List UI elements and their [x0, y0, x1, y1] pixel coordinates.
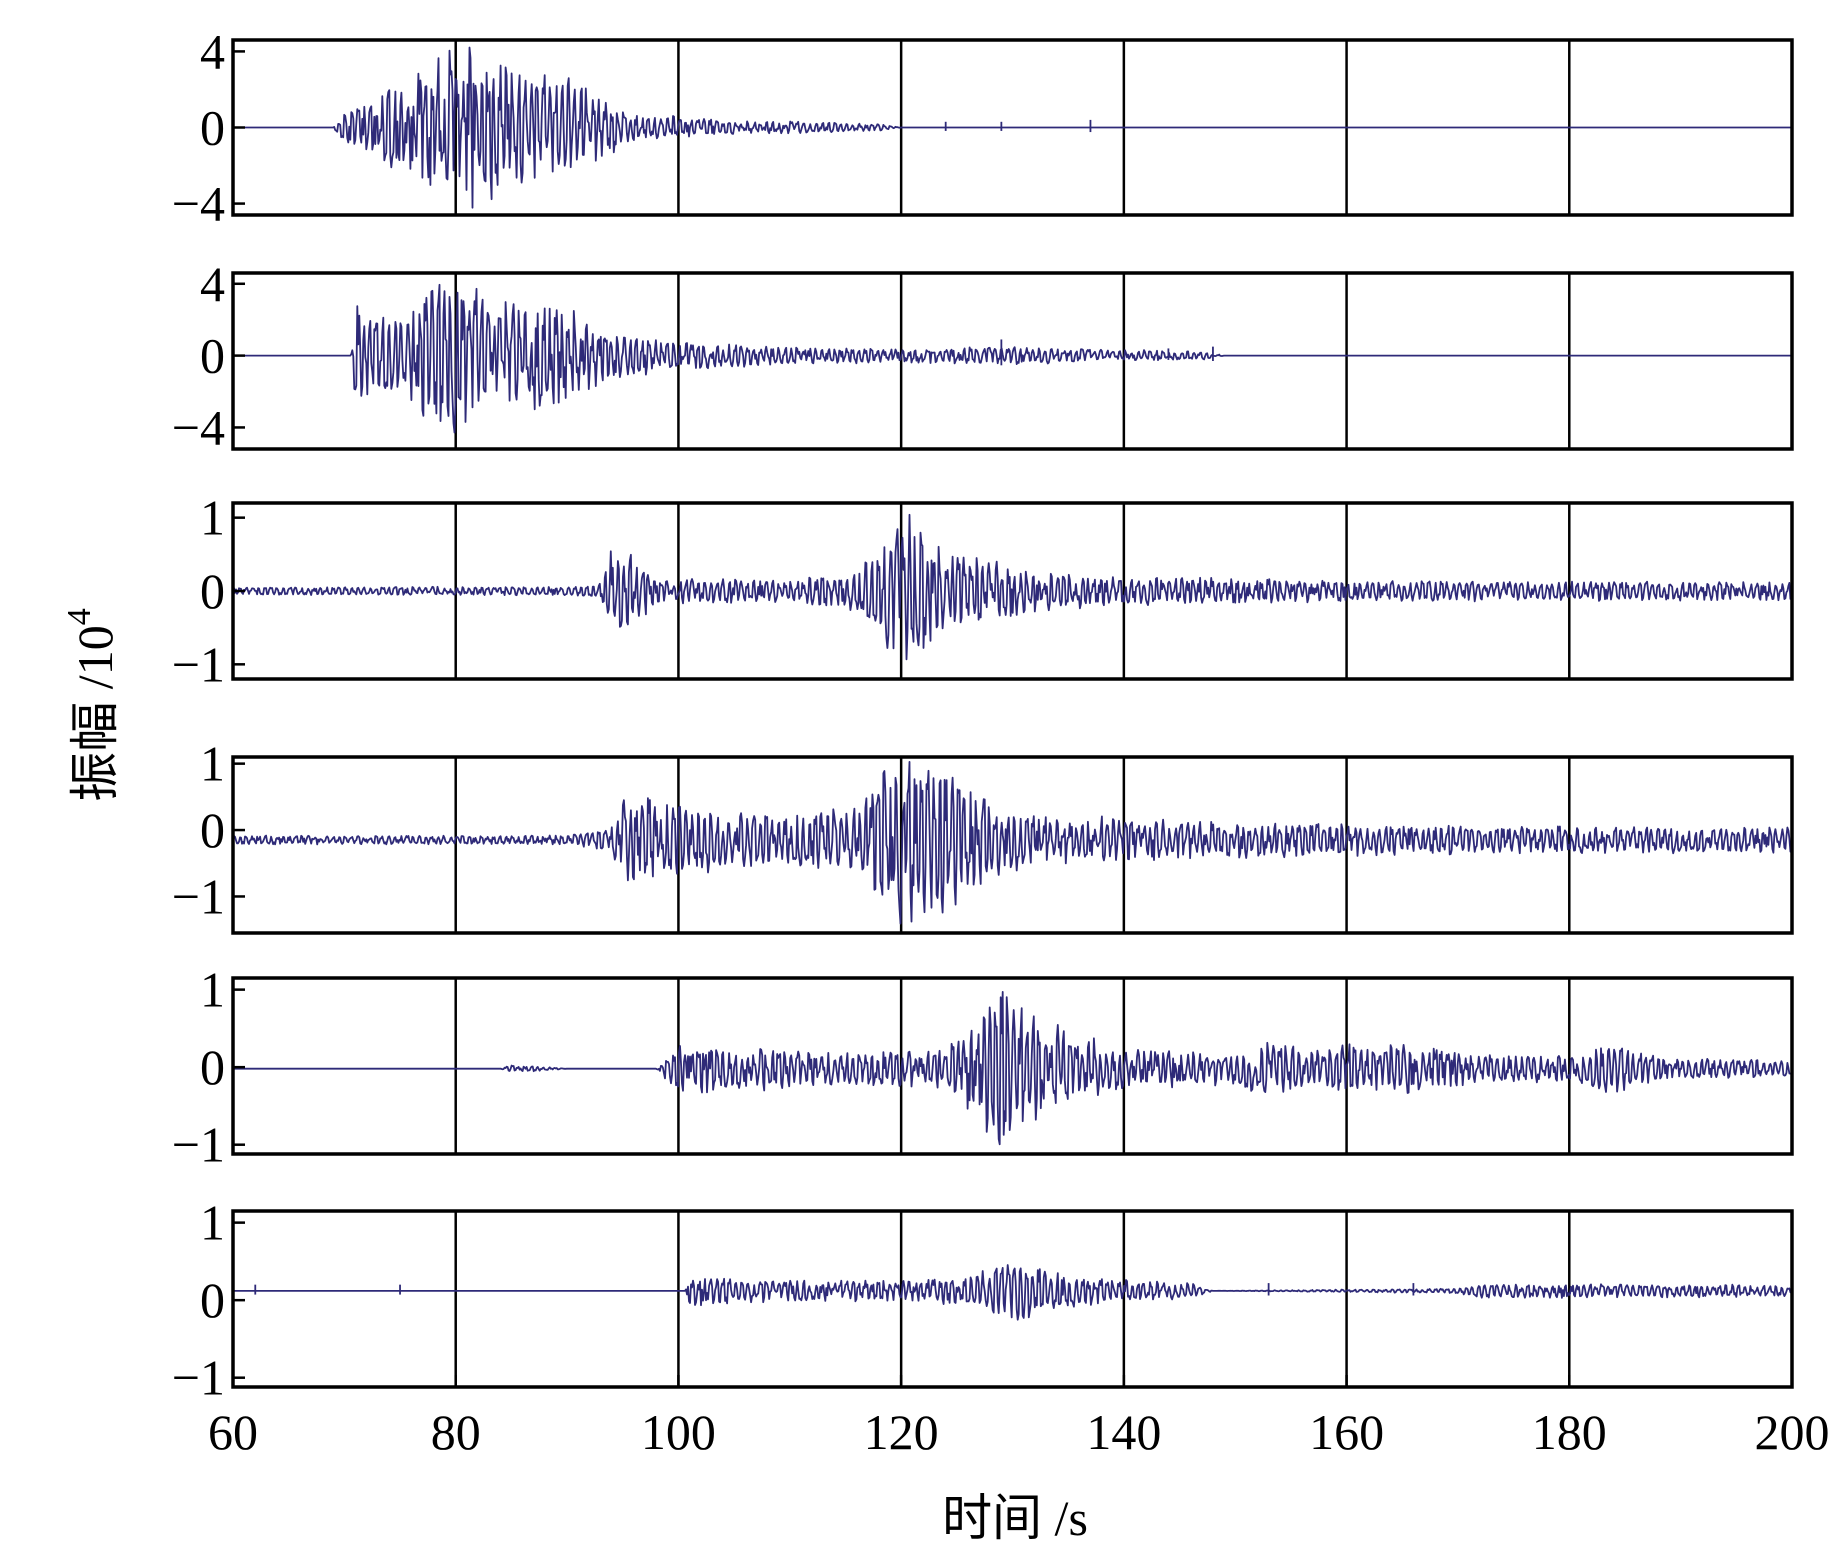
y-tick-label-5-2: 0: [200, 1039, 225, 1095]
panel-2: 4 0 −4: [172, 256, 1794, 455]
y-axis-title: 振幅 /104: [61, 608, 123, 801]
y-tick-label-1-3: −4: [172, 176, 225, 232]
y-tick-label-4-1: 1: [200, 736, 225, 792]
y-tick-label-3-2: 0: [200, 563, 225, 619]
y-tick-label-3-3: −1: [172, 636, 225, 692]
y-tick-label-6-2: 0: [200, 1272, 225, 1328]
y-tick-label-2-1: 4: [200, 256, 225, 312]
y-tick-label-2-2: 0: [200, 328, 225, 384]
x-axis-title: 时间 /s: [942, 1490, 1088, 1546]
y-axis-title-base: 振幅 /10: [67, 625, 123, 801]
waveform-3: [232, 513, 1792, 661]
waveform-4: [232, 761, 1792, 925]
y-tick-label-4-2: 0: [200, 802, 225, 858]
panel-4: 1 0 −1: [172, 736, 1794, 935]
x-tick-label-200: 200: [1755, 1404, 1830, 1460]
panel-1: 4 0 −4: [172, 23, 1794, 232]
y-tick-label-3-1: 1: [200, 490, 225, 546]
panel-3: 1 0 −1: [172, 490, 1794, 692]
waveform-2: [233, 283, 1792, 434]
waveform-5: [233, 991, 1792, 1146]
x-tick-label-80: 80: [431, 1404, 481, 1460]
x-tick-label-140: 140: [1086, 1404, 1161, 1460]
panel-frame-4: [231, 755, 1794, 935]
y-tick-label-5-3: −1: [172, 1117, 225, 1173]
x-tick-label-60: 60: [208, 1404, 258, 1460]
y-tick-label-6-3: −1: [172, 1350, 225, 1406]
x-tick-label-100: 100: [641, 1404, 716, 1460]
y-tick-label-2-3: −4: [172, 399, 225, 455]
y-tick-label-5-1: 1: [200, 962, 225, 1018]
x-tick-label-180: 180: [1532, 1404, 1607, 1460]
y-tick-label-1-1: 4: [200, 23, 225, 79]
waveform-6: [233, 1264, 1792, 1321]
x-tick-label-120: 120: [864, 1404, 939, 1460]
panel-6: 1 0 −1: [172, 1195, 1794, 1406]
y-tick-label-6-1: 1: [200, 1195, 225, 1251]
y-tick-label-1-2: 0: [200, 100, 225, 156]
panel-frame-2: [231, 271, 1794, 451]
panel-5: 1 0 −1: [172, 962, 1794, 1173]
x-tick-label-160: 160: [1309, 1404, 1384, 1460]
y-tick-label-4-3: −1: [172, 868, 225, 924]
waveform-1: [233, 46, 1792, 209]
x-axis: 60 80 100 120 140 160 180 200: [208, 1375, 1830, 1460]
subplot-panels: 4 0 −4 4 0 −4 1 0 −1 1 0 −1 1 0 −1 1 0 −1: [172, 23, 1794, 1406]
y-axis-title-exponent: 4: [61, 608, 98, 625]
